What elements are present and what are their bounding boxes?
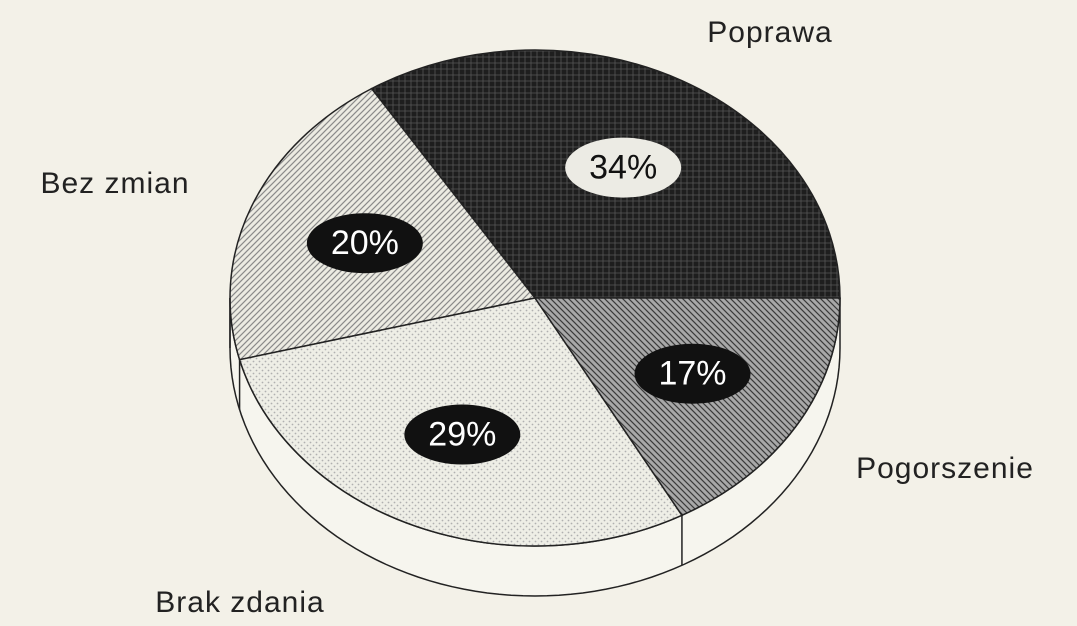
value-label: 20%	[331, 224, 399, 262]
pie-slice	[533, 297, 841, 517]
value-label: 34%	[589, 149, 657, 187]
value-badge	[565, 137, 682, 198]
value-badge	[306, 213, 423, 274]
value-badge	[634, 343, 751, 404]
value-badge	[404, 404, 521, 465]
category-label: Bez zmian	[40, 167, 189, 200]
value-label: 29%	[428, 416, 496, 454]
category-label: Brak zdania	[155, 586, 324, 619]
category-label: Pogorszenie	[856, 452, 1034, 485]
category-label: Poprawa	[707, 16, 832, 49]
value-label: 17%	[658, 355, 726, 393]
